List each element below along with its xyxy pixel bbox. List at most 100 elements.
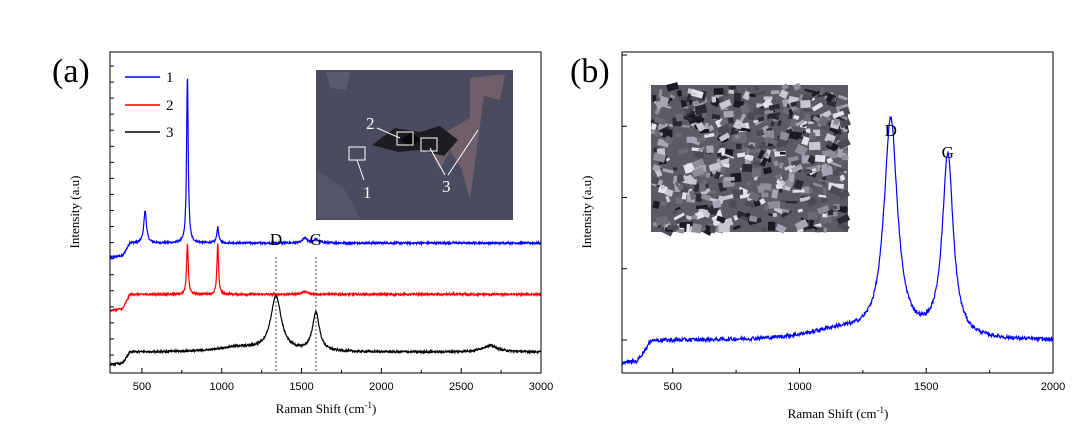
panel-a-x-tick-label: 1500: [289, 381, 313, 393]
inset-b-grain: [794, 143, 808, 157]
inset-b-grain: [714, 171, 721, 180]
inset-b-grain: [817, 93, 829, 98]
inset-b-grain: [733, 89, 739, 94]
inset-b-grain: [789, 130, 800, 141]
legend-label-1: 1: [166, 70, 174, 86]
inset-b-grain: [818, 194, 827, 198]
inset-b-grain: [663, 104, 672, 110]
inset-b-grain: [723, 89, 728, 97]
panel-b-peak-label-d: D: [885, 121, 897, 140]
panel-b-x-tick-label: 1500: [914, 381, 938, 393]
inset-b-grain: [843, 170, 848, 174]
inset-b-grain: [736, 152, 746, 158]
inset-a-label-1: 1: [363, 183, 372, 202]
inset-b-grain: [650, 119, 660, 126]
inset-b-grain: [699, 182, 706, 192]
inset-b-grain: [775, 174, 781, 180]
inset-b-grain: [832, 118, 840, 126]
inset-b-grain: [822, 187, 827, 196]
inset-b-grain: [777, 119, 783, 127]
inset-b-grain: [788, 173, 795, 183]
inset-b-grain: [776, 179, 784, 190]
inset-a-texture-2: [317, 170, 360, 218]
inset-b-grain: [683, 107, 691, 114]
inset-b-grain: [764, 130, 775, 139]
panel-b: (b) 500 1000 1500 2000 Intensity (a.u) Rama…: [570, 51, 1065, 421]
panel-a-label: (a): [52, 53, 90, 90]
inset-b-grain: [739, 103, 751, 115]
inset-b-grain: [785, 200, 798, 204]
inset-b-grain: [735, 131, 748, 143]
inset-a-box-2: [396, 131, 414, 146]
panel-b-x-axis-title-main: Raman Shift (cm: [788, 406, 877, 421]
inset-b-grain: [652, 163, 661, 172]
inset-b-grain: [691, 167, 705, 178]
inset-b-grain: [700, 193, 712, 202]
inset-b-grain: [713, 88, 724, 95]
inset-b-grain: [799, 196, 811, 202]
inset-b-grain: [711, 96, 717, 103]
inset-b-grain: [825, 140, 833, 147]
inset-b-grain: [711, 113, 721, 120]
inset-b-grain: [740, 127, 751, 133]
inset-b-grain: [685, 93, 693, 103]
inset-b-grain: [838, 94, 848, 101]
inset-b-grain: [677, 147, 689, 156]
inset-b-grain: [686, 223, 691, 233]
inset-b-grain: [695, 204, 708, 210]
inset-b-grain: [832, 110, 845, 119]
panel-b-series-lines: [621, 115, 1054, 367]
inset-b-grain: [697, 155, 705, 160]
panel-b-y-minor-ticks: [622, 54, 627, 341]
inset-b-grain: [768, 103, 781, 111]
inset-b-grain: [778, 162, 784, 169]
inset-b-grain: [825, 92, 834, 103]
inset-b-grain: [675, 113, 684, 122]
inset-b-grain: [800, 99, 811, 108]
inset-b-grain: [808, 219, 815, 229]
inset-b-grain: [672, 167, 678, 171]
inset-b-grain: [760, 183, 772, 191]
inset-b-grain: [659, 95, 670, 104]
inset-b-grain: [716, 152, 722, 158]
inset-b-grain: [778, 131, 790, 142]
inset-b-grain: [739, 145, 749, 153]
inset-b-grain: [779, 151, 786, 155]
panel-a-axes-frame: [109, 51, 542, 374]
inset-b-grain: [762, 166, 773, 175]
inset-b-grain: [660, 200, 668, 207]
inset-b-grain: [818, 179, 831, 184]
inset-b-grain: [804, 88, 816, 94]
inset-b-grain: [744, 153, 754, 162]
inset-b-grain: [842, 128, 848, 133]
inset-b-grain: [668, 123, 674, 128]
inset-b-grain: [761, 226, 767, 232]
inset-a-flake-grey: [430, 74, 505, 200]
inset-b-grain: [805, 128, 811, 134]
inset-b-grain: [662, 168, 674, 174]
inset-b-grain: [749, 148, 761, 154]
inset-b-grain: [690, 122, 700, 125]
inset-b-grain: [744, 200, 755, 209]
inset-b-grain: [718, 223, 730, 233]
inset-b-grain: [816, 165, 821, 169]
inset-b-grain: [753, 107, 765, 116]
inset-b-grain: [760, 141, 767, 146]
inset-b-grain: [839, 174, 846, 181]
inset-b-grain: [764, 110, 774, 114]
inset-b-grain: [669, 94, 676, 100]
inset-b-grain: [673, 212, 685, 221]
inset-b-grain: [753, 85, 759, 91]
panel-a: (a) 500 1000 1500 2000 2500 3000 Intensity (a…: [52, 51, 553, 416]
inset-b-grain: [694, 115, 705, 125]
inset-b-grain: [652, 152, 666, 163]
inset-b-grain: [811, 102, 824, 112]
inset-b-grain: [654, 116, 667, 126]
inset-b-grain: [759, 157, 769, 168]
inset-b-grain: [763, 153, 769, 157]
inset-b-grain: [790, 159, 802, 166]
inset-b-grain: [721, 194, 734, 201]
inset-b-grain: [829, 151, 837, 159]
legend-label-2: 2: [166, 98, 174, 114]
inset-b-grain: [691, 223, 703, 234]
